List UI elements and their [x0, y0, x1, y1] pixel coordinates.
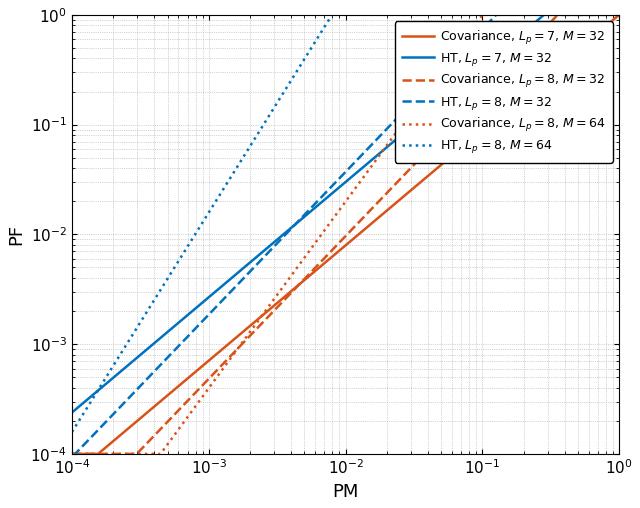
Covariance, $L_p = 8$, $M = 64$ — [605, 12, 612, 18]
HT, $L_p = 8$, $M = 64$ — [605, 12, 612, 18]
Covariance, $L_p = 8$, $M = 64$ — [301, 253, 309, 259]
Covariance, $L_p = 8$, $M = 32$ — [554, 12, 561, 18]
HT, $L_p = 8$, $M = 32$ — [131, 389, 138, 395]
HT, $L_p = 8$, $M = 32$ — [492, 12, 500, 18]
Covariance, $L_p = 7$, $M = 32$ — [68, 451, 76, 457]
HT, $L_p = 7$, $M = 32$ — [546, 12, 554, 18]
Line: Covariance, $L_p = 8$, $M = 64$: Covariance, $L_p = 8$, $M = 64$ — [72, 15, 620, 454]
Covariance, $L_p = 8$, $M = 32$ — [616, 12, 623, 18]
Covariance, $L_p = 8$, $M = 64$ — [131, 451, 138, 457]
Y-axis label: PF: PF — [7, 224, 25, 245]
HT, $L_p = 8$, $M = 32$ — [616, 12, 623, 18]
Covariance, $L_p = 8$, $M = 64$ — [163, 442, 171, 448]
Covariance, $L_p = 8$, $M = 32$ — [278, 300, 285, 306]
Covariance, $L_p = 8$, $M = 64$ — [616, 12, 623, 18]
Covariance, $L_p = 8$, $M = 64$ — [479, 12, 486, 18]
Covariance, $L_p = 7$, $M = 32$ — [301, 276, 309, 282]
Covariance, $L_p = 7$, $M = 32$ — [616, 12, 623, 18]
Covariance, $L_p = 7$, $M = 32$ — [163, 393, 171, 399]
HT, $L_p = 8$, $M = 64$ — [163, 277, 171, 283]
HT, $L_p = 7$, $M = 32$ — [605, 12, 612, 18]
Covariance, $L_p = 7$, $M = 32$ — [131, 420, 138, 426]
X-axis label: PM: PM — [332, 483, 359, 501]
Covariance, $L_p = 8$, $M = 64$ — [68, 451, 76, 457]
Line: HT, $L_p = 8$, $M = 64$: HT, $L_p = 8$, $M = 64$ — [72, 15, 620, 432]
Line: Covariance, $L_p = 7$, $M = 32$: Covariance, $L_p = 7$, $M = 32$ — [72, 15, 620, 454]
HT, $L_p = 8$, $M = 64$ — [131, 329, 138, 335]
Line: HT, $L_p = 7$, $M = 32$: HT, $L_p = 7$, $M = 32$ — [72, 15, 620, 412]
Covariance, $L_p = 8$, $M = 32$ — [68, 451, 76, 457]
HT, $L_p = 8$, $M = 64$ — [546, 12, 554, 18]
Covariance, $L_p = 8$, $M = 64$ — [546, 12, 554, 18]
HT, $L_p = 8$, $M = 32$ — [301, 210, 309, 216]
Line: HT, $L_p = 8$, $M = 32$: HT, $L_p = 8$, $M = 32$ — [72, 15, 620, 454]
Covariance, $L_p = 8$, $M = 32$ — [546, 20, 554, 26]
HT, $L_p = 8$, $M = 32$ — [68, 451, 76, 457]
Covariance, $L_p = 7$, $M = 32$ — [546, 71, 554, 77]
HT, $L_p = 7$, $M = 32$ — [163, 330, 171, 336]
Covariance, $L_p = 8$, $M = 32$ — [301, 275, 309, 281]
HT, $L_p = 7$, $M = 32$ — [540, 12, 548, 18]
Line: Covariance, $L_p = 8$, $M = 32$: Covariance, $L_p = 8$, $M = 32$ — [72, 15, 620, 454]
HT, $L_p = 8$, $M = 32$ — [546, 12, 554, 18]
Covariance, $L_p = 8$, $M = 32$ — [131, 451, 138, 457]
Covariance, $L_p = 8$, $M = 32$ — [163, 420, 171, 426]
Legend: Covariance, $L_p = 7$, $M = 32$, HT, $L_p = 7$, $M = 32$, Covariance, $L_p = 8$,: Covariance, $L_p = 7$, $M = 32$, HT, $L_… — [395, 21, 613, 163]
HT, $L_p = 7$, $M = 32$ — [68, 409, 76, 416]
Covariance, $L_p = 8$, $M = 64$ — [278, 285, 285, 292]
HT, $L_p = 7$, $M = 32$ — [131, 357, 138, 363]
Covariance, $L_p = 7$, $M = 32$ — [605, 21, 612, 27]
HT, $L_p = 8$, $M = 64$ — [278, 92, 285, 98]
HT, $L_p = 8$, $M = 64$ — [328, 12, 336, 18]
HT, $L_p = 8$, $M = 32$ — [278, 235, 285, 241]
HT, $L_p = 8$, $M = 32$ — [605, 12, 612, 18]
HT, $L_p = 8$, $M = 64$ — [301, 54, 309, 60]
HT, $L_p = 8$, $M = 64$ — [616, 12, 623, 18]
HT, $L_p = 8$, $M = 32$ — [163, 355, 171, 361]
HT, $L_p = 7$, $M = 32$ — [301, 213, 309, 219]
Covariance, $L_p = 8$, $M = 32$ — [605, 12, 612, 18]
HT, $L_p = 7$, $M = 32$ — [616, 12, 623, 18]
HT, $L_p = 7$, $M = 32$ — [278, 233, 285, 239]
HT, $L_p = 8$, $M = 64$ — [68, 429, 76, 435]
Covariance, $L_p = 7$, $M = 32$ — [278, 296, 285, 302]
